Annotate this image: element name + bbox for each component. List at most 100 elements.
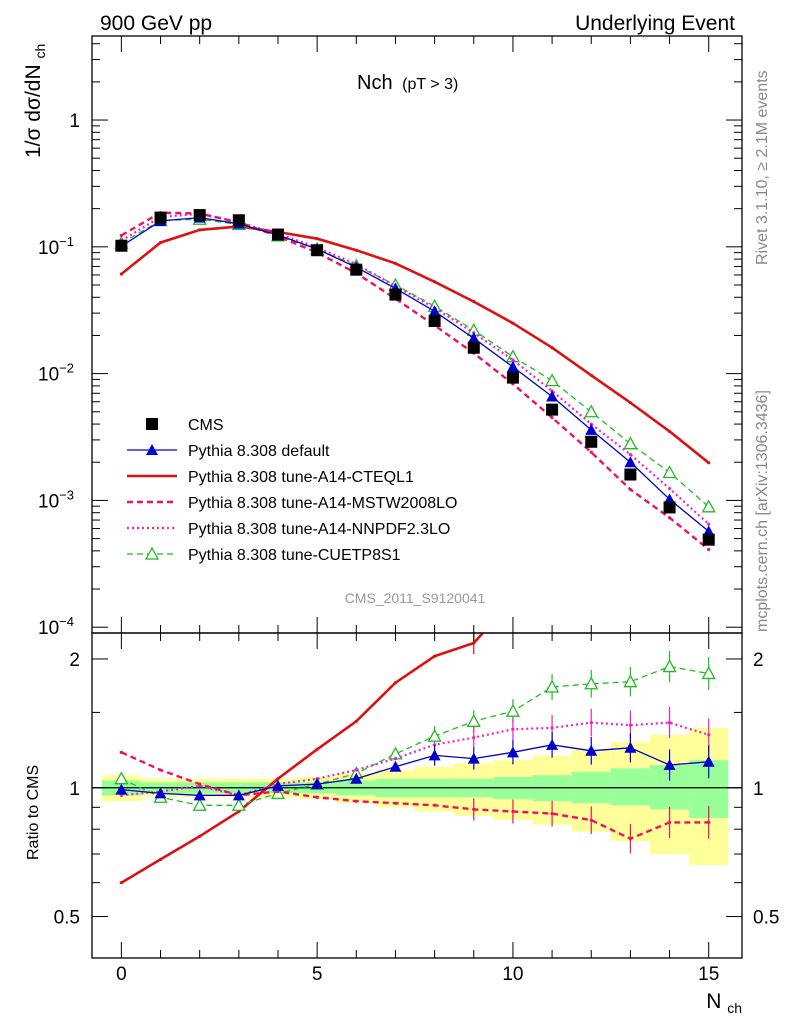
ratio-point [354,719,358,723]
process-label: Underlying Event [575,12,735,35]
data-point [198,228,202,232]
data-point [584,404,599,418]
data-point [119,272,123,276]
ratio-point [389,760,402,772]
data-point [701,499,716,513]
ratio-y-tick-label-left: 0.5 [54,908,80,929]
ratio-point [511,727,515,731]
legend-label: Pythia 8.308 tune-A14-MSTW2008LO [188,495,457,512]
y-tick-label: 10−3 [38,487,74,512]
ratio-point [584,676,599,690]
y-tick-base: 10 [38,618,59,639]
y-axis-label-sub: ch [32,44,48,59]
data-point [546,403,559,416]
y-tick-label: 10−2 [38,361,74,386]
ratio-point [707,520,710,523]
legend-marker [146,444,158,455]
uncertainty-band-stat [610,768,650,806]
data-point [511,321,515,325]
data-point [667,429,672,434]
ratio-point [624,741,637,753]
ratio-point [393,756,398,761]
ratio-point [472,641,476,645]
ratio-point [511,598,514,601]
legend-marker [146,418,158,430]
series-2 [119,224,711,465]
ratio-point [231,797,246,811]
ratio-point [585,744,598,756]
ratio-line [120,751,709,841]
x-tick-label: 0 [116,964,127,985]
ratio-point [198,834,202,838]
ratio-point [350,772,363,784]
legend-label: Pythia 8.308 default [188,443,330,460]
data-point [628,487,633,492]
series-line [121,216,710,532]
series-1 [115,211,715,537]
data-point [506,371,519,384]
data-point [315,237,319,241]
ratio-point [550,812,554,816]
data-point [393,261,398,266]
ratio-point [467,752,480,764]
ratio-point [505,703,521,717]
series-line [120,211,710,551]
data-point [389,288,402,301]
series-0 [115,209,715,546]
data-point [624,468,637,481]
data-point [667,486,672,491]
ratio-point [550,726,554,730]
data-point [506,360,519,372]
y-tick-exponent: −4 [59,614,74,629]
legend-label: Pythia 8.308 tune-A14-NNPDF2.3LO [188,521,450,538]
ratio-point [667,820,672,824]
ratio-point [315,747,319,751]
ratio-point [271,779,284,791]
ratio-point [472,807,476,812]
ratio-point [628,837,633,841]
data-point [119,233,123,238]
ratio-point [668,529,671,532]
panel-title-main: Nch [357,72,393,94]
ratio-panel: Ratio to CMS 0.5 0.5 1 1 2 2 0 5 10 15 N ch [25,520,779,1016]
ratio-point [511,809,515,814]
ratio-series-0 [115,731,715,801]
y-tick-label: 10−4 [38,614,74,639]
data-point [623,436,638,450]
x-axis-label: N ch [706,990,742,1016]
ratio-point [628,723,633,727]
main-panel: Nch (pT > 3) 1/σ dσ/dN ch CMS_2011_S9120… [22,35,743,639]
ratio-point [589,721,593,725]
data-point [585,435,598,448]
legend-entry: Pythia 8.308 tune-A14-MSTW2008LO [127,495,457,512]
data-point [702,525,715,537]
x-tick-label: 15 [698,964,719,985]
ratio-line [121,721,710,797]
legend-marker [144,546,160,560]
panel-title-sub: (pT > 3) [402,76,458,93]
legend-entry: Pythia 8.308 default [127,443,330,460]
ratio-point [629,548,632,551]
ratio-point [315,795,319,799]
data-point [585,423,598,435]
y-axis-label: 1/σ dσ/dN ch [22,44,48,158]
y-tick-base: 10 [38,491,59,512]
legend-label: Pythia 8.308 tune-CUETP8S1 [188,547,401,564]
ratio-y-tick-label-left: 1 [69,779,80,800]
ratio-y-tick-label-right: 1 [753,779,764,800]
ratio-point [192,797,207,811]
data-point [624,456,637,468]
rivet-label: Rivet 3.1.10, ≥ 2.1M events [754,70,771,265]
ratio-point [158,857,163,862]
ratio-point [427,728,442,742]
ratio-point [119,750,123,754]
ratio-point [707,820,711,824]
data-point [589,450,593,454]
ratio-y-tick-label-right: 0.5 [753,908,779,929]
ratio-point [154,787,167,799]
panel-title: Nch (pT > 3) [357,72,458,94]
ratio-point [667,721,672,725]
data-point [193,209,206,222]
data-point [467,332,480,344]
